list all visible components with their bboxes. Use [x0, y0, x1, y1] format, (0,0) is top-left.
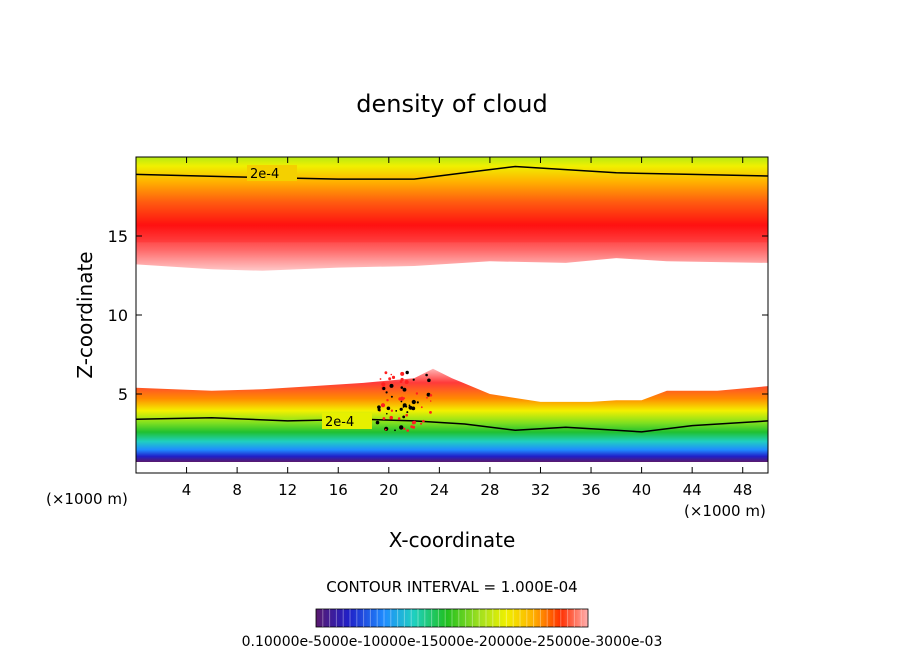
contour-label-bg-upper	[247, 165, 297, 181]
y-tick-label: 5	[118, 385, 128, 404]
x-tick-label: 20	[379, 481, 398, 499]
y-axis-label: Z-coordinate	[73, 251, 97, 378]
noise-mark	[400, 396, 405, 401]
colorbar-stripes	[322, 609, 582, 627]
x-axis-label: X-coordinate	[389, 528, 516, 552]
noise-mark	[380, 403, 386, 408]
y-axis-ticks: 5 10 15	[108, 227, 768, 404]
y-tick-label: 10	[108, 306, 128, 325]
noise-mark	[379, 378, 382, 380]
noise-mark	[406, 429, 410, 432]
noise-mark	[389, 415, 394, 420]
noise-mark	[415, 392, 419, 395]
x-tick-label: 24	[430, 481, 449, 499]
noise-mark	[388, 377, 392, 381]
noise-mark	[402, 387, 407, 392]
upper-cloud-layer	[136, 157, 768, 271]
y-tick-label: 15	[108, 227, 128, 246]
x-tick-label: 16	[329, 481, 348, 499]
upper-contour-line	[136, 165, 768, 180]
contour-label-lower: 2e-4	[325, 415, 354, 430]
noise-mark	[402, 415, 406, 419]
contour-label-bg-lower	[322, 413, 372, 429]
chart-title: density of cloud	[356, 90, 547, 118]
x-tick-label: 8	[232, 481, 242, 499]
noise-mark	[416, 401, 419, 404]
noise-mark	[382, 386, 386, 391]
x-tick-label: 48	[733, 481, 752, 499]
noise-mark	[411, 399, 416, 405]
noise-mark	[386, 412, 388, 415]
noise-mark	[375, 420, 380, 425]
noise-mark	[400, 377, 404, 382]
noise-mark	[399, 407, 403, 411]
x-unit-right: (×1000 m)	[684, 502, 766, 520]
noise-mark	[384, 428, 387, 431]
noise-mark	[412, 378, 415, 381]
noise-mark	[411, 421, 416, 425]
noise-mark	[426, 392, 431, 397]
noise-mark	[385, 391, 388, 394]
noise-mark	[403, 427, 406, 430]
noise-mark	[384, 371, 388, 375]
x-tick-label: 32	[531, 481, 550, 499]
lower-cloud-layer	[136, 368, 768, 462]
noise-mark	[429, 394, 433, 397]
noise-mark	[399, 425, 404, 430]
contour-interval-text: CONTOUR INTERVAL = 1.000E-04	[326, 578, 577, 596]
noise-mark	[426, 396, 428, 399]
noise-mark	[390, 409, 394, 412]
noise-mark	[391, 375, 396, 379]
noise-mark	[406, 411, 409, 414]
noise-mark	[389, 383, 394, 388]
noise-mark	[400, 386, 404, 389]
noise-mark	[400, 400, 403, 403]
x-tick-label: 36	[581, 481, 600, 499]
noise-mark	[405, 370, 409, 375]
x-unit-left: (×1000 m)	[46, 490, 128, 508]
noise-mark	[377, 408, 381, 412]
noise-mark	[390, 395, 393, 398]
x-axis-ticks: 4 8 12 16 20 24 28 32 36 40 44 48	[182, 157, 752, 499]
noise-mark	[429, 411, 432, 414]
noise-mark	[425, 373, 428, 377]
noise-mark	[400, 371, 405, 376]
noise-mark	[395, 410, 398, 412]
noise-mark	[381, 382, 386, 387]
noisy-contour-patch	[375, 370, 433, 432]
noise-mark	[390, 373, 393, 376]
noise-mark	[410, 425, 414, 429]
noise-mark	[411, 406, 416, 411]
x-tick-label: 40	[632, 481, 651, 499]
noise-mark	[420, 422, 423, 425]
noise-mark	[377, 405, 381, 410]
x-tick-label: 4	[182, 481, 192, 499]
noise-mark	[420, 406, 423, 409]
x-tick-label: 44	[683, 481, 702, 499]
upper-density-core	[136, 223, 768, 243]
noise-mark	[427, 378, 431, 383]
noise-mark	[397, 417, 401, 420]
noise-mark	[386, 399, 389, 402]
x-tick-label: 28	[480, 481, 499, 499]
noise-mark	[408, 404, 411, 407]
noise-mark	[394, 429, 396, 432]
colorbar-labels: 0.10000e-5000e-10000e-15000e-20000e-2500…	[242, 634, 663, 650]
noise-mark	[405, 413, 409, 417]
lower-contour-line	[136, 416, 768, 433]
noise-mark	[382, 417, 386, 420]
contour-label-upper: 2e-4	[250, 167, 279, 182]
noise-mark	[404, 380, 409, 384]
noise-mark	[422, 419, 425, 423]
noise-mark	[429, 400, 432, 402]
noise-mark	[402, 403, 407, 408]
x-tick-label: 12	[278, 481, 297, 499]
colorbar	[315, 608, 589, 628]
noise-mark	[386, 406, 391, 411]
